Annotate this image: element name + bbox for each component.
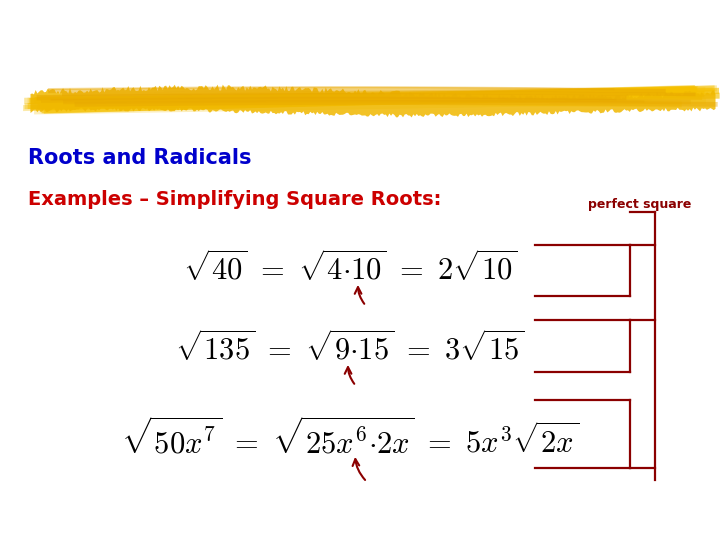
Text: Roots and Radicals: Roots and Radicals [28,148,251,168]
Text: Examples – Simplifying Square Roots:: Examples – Simplifying Square Roots: [28,190,441,209]
Text: $\sqrt{50x^7}\ =\ \sqrt{25x^6{\cdot}2x}\ =\ 5x^3\sqrt{2x}$: $\sqrt{50x^7}\ =\ \sqrt{25x^6{\cdot}2x}\… [121,417,579,459]
Text: $\sqrt{40}\ =\ \sqrt{4{\cdot}10}\ =\ 2\sqrt{10}$: $\sqrt{40}\ =\ \sqrt{4{\cdot}10}\ =\ 2\s… [183,250,517,286]
Text: perfect square: perfect square [588,198,691,211]
Text: $\sqrt{135}\ =\ \sqrt{9{\cdot}15}\ =\ 3\sqrt{15}$: $\sqrt{135}\ =\ \sqrt{9{\cdot}15}\ =\ 3\… [175,330,525,366]
